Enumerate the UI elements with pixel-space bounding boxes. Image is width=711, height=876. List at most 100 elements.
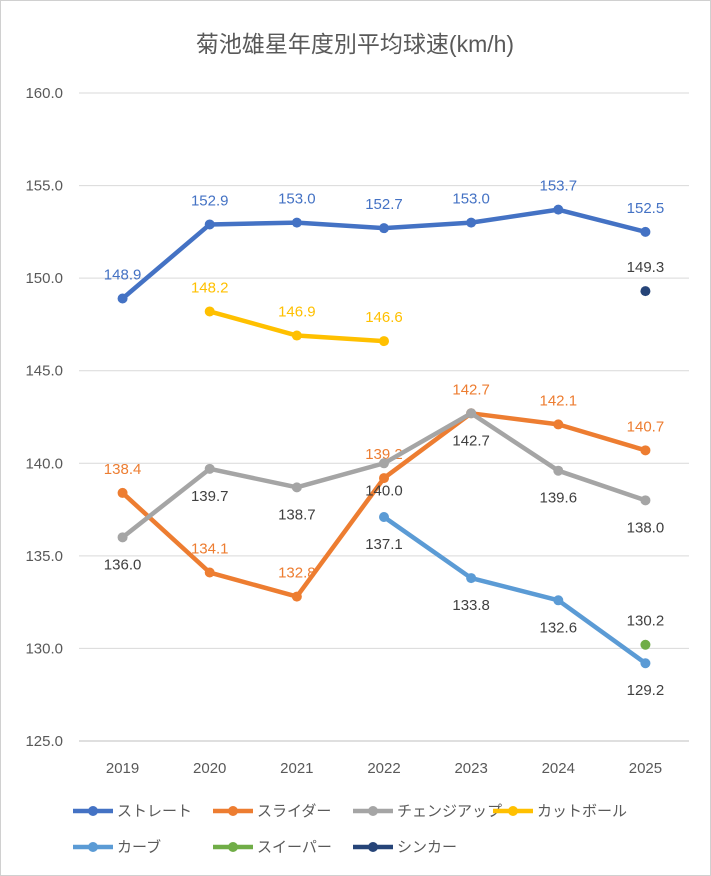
y-tick-label: 145.0 [25, 363, 63, 380]
data-label: 138.4 [104, 461, 142, 478]
series-1: 148.9 152.9 153.0 152.7 153.0 153.7 152.5 [104, 178, 664, 304]
x-tick-label: 2025 [629, 760, 662, 777]
data-point [466, 408, 477, 419]
data-point [640, 495, 651, 506]
data-point [379, 473, 389, 484]
legend-swatch-marker [88, 806, 98, 816]
legend-item: ストレート [73, 803, 192, 820]
legend-item: チェンジアップ [353, 803, 502, 820]
data-point [553, 595, 564, 606]
y-tick-label: 140.0 [25, 455, 63, 472]
data-point [291, 217, 302, 228]
data-point [466, 217, 477, 228]
series-line [381, 514, 648, 666]
data-point [117, 293, 128, 304]
data-point [466, 573, 477, 584]
data-point [204, 306, 215, 317]
x-tick-label: 2019 [106, 760, 139, 777]
data-label: 134.1 [191, 541, 229, 558]
data-label: 139.6 [540, 490, 578, 507]
x-tick-label: 2022 [367, 760, 400, 777]
series-3: 136.0 139.7 138.7 140.0 142.7 139.6 138.0 [104, 408, 664, 573]
legend-swatch-marker [508, 806, 518, 816]
legend-item: カットボール [493, 803, 627, 820]
series-4: 148.2 146.9 146.6 [191, 279, 403, 347]
data-label: 138.0 [627, 519, 665, 536]
data-label: 140.0 [365, 482, 403, 499]
data-label: 140.7 [627, 418, 665, 435]
data-label: 136.0 [104, 556, 142, 573]
legend-swatch-marker [368, 806, 378, 816]
data-label: 142.7 [452, 381, 490, 398]
data-label: 139.7 [191, 488, 229, 505]
y-tick-label: 125.0 [25, 733, 63, 750]
series-group: 148.9 152.9 153.0 152.7 153.0 153.7 152.5 138.4… [104, 178, 664, 700]
data-label: 152.9 [191, 192, 229, 209]
legend-label: チェンジアップ [397, 803, 502, 820]
data-point [291, 330, 302, 341]
data-label: 153.7 [540, 178, 578, 195]
data-point [640, 286, 651, 297]
data-label: 137.1 [365, 536, 403, 553]
y-axis: 125.0 130.0 135.0 140.0 145.0 150.0 155.0 160.0 [25, 85, 63, 750]
data-point [553, 204, 564, 215]
data-point [640, 445, 651, 456]
data-label: 149.3 [627, 259, 665, 276]
data-point [379, 336, 389, 347]
x-tick-label: 2020 [193, 760, 226, 777]
data-point [640, 658, 651, 669]
y-tick-label: 160.0 [25, 85, 63, 102]
legend-swatch-marker [368, 842, 378, 852]
chart-title: 菊池雄星年度別平均球速(km/h) [196, 31, 514, 57]
legend-label: スライダー [257, 803, 331, 820]
data-point [204, 219, 215, 230]
legend-swatch-marker [88, 842, 98, 852]
data-label: 146.9 [278, 304, 316, 321]
data-point [379, 458, 389, 469]
data-point [640, 226, 651, 237]
data-label: 142.7 [452, 432, 490, 449]
data-point [291, 482, 302, 493]
x-tick-label: 2021 [280, 760, 313, 777]
legend-label: カットボール [537, 803, 627, 820]
y-tick-label: 150.0 [25, 270, 63, 287]
legend-swatch-marker [228, 842, 238, 852]
data-label: 153.0 [452, 191, 490, 208]
data-point [553, 465, 564, 476]
legend-item: スライダー [213, 803, 331, 820]
data-label: 142.1 [540, 392, 578, 409]
legend-swatch-marker [228, 806, 238, 816]
legend-item: シンカー [353, 839, 457, 856]
data-point [204, 463, 215, 474]
x-axis: 2019 2020 2021 2022 2023 2024 2025 [106, 760, 662, 777]
legend-label: スイーパー [257, 839, 332, 856]
gridlines [79, 92, 689, 742]
y-tick-label: 135.0 [25, 548, 63, 565]
series-7: 149.3 [627, 259, 665, 297]
data-point [117, 532, 128, 543]
y-tick-label: 155.0 [25, 178, 63, 195]
data-point [204, 567, 215, 578]
data-label: 132.6 [540, 619, 578, 636]
series-6: 130.2 [627, 613, 664, 650]
legend-item: カーブ [73, 838, 161, 856]
data-point [379, 511, 389, 522]
data-label: 146.6 [365, 309, 403, 326]
y-tick-label: 130.0 [25, 640, 63, 657]
data-point [379, 223, 389, 234]
legend-item: スイーパー [213, 839, 332, 856]
data-point [553, 419, 564, 430]
data-label: 148.2 [191, 279, 229, 296]
data-label: 148.9 [104, 267, 142, 284]
data-label: 153.0 [278, 191, 316, 208]
data-label: 152.7 [365, 196, 403, 213]
series-5: 137.1 133.8 132.6 129.2 [365, 511, 664, 699]
data-label: 152.5 [627, 200, 665, 217]
data-point [640, 639, 651, 650]
legend-label: カーブ [117, 838, 161, 856]
x-tick-label: 2023 [454, 760, 487, 777]
data-label: 133.8 [452, 597, 490, 614]
